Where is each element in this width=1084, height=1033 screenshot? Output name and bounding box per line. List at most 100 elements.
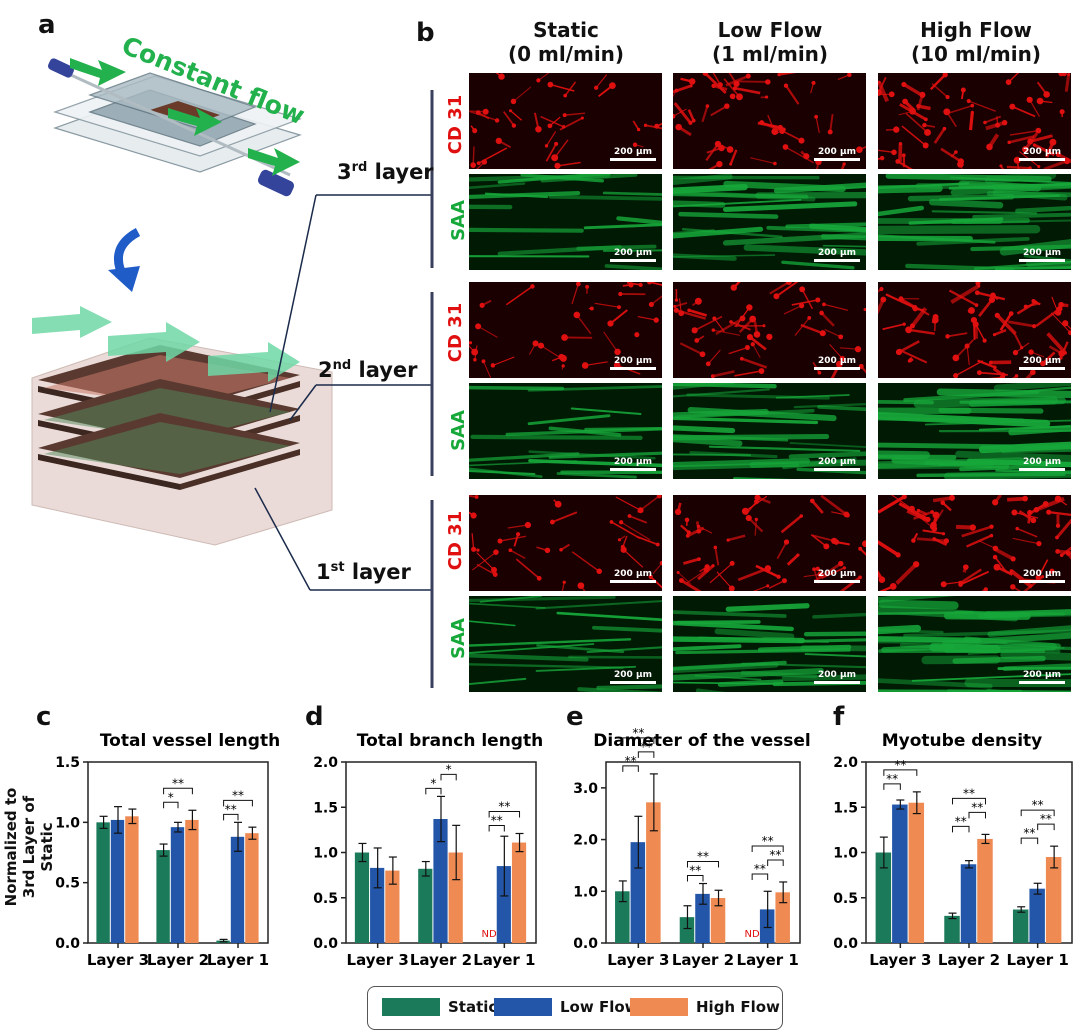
legend: Static Low Flow High Flow: [367, 986, 783, 1030]
significance-label: **: [971, 800, 983, 814]
significance-bracket: [637, 751, 655, 758]
x-tick-label: Layer 2: [410, 951, 472, 969]
scale-bar: 200 µm: [1019, 457, 1065, 471]
scale-bar-label: 200 µm: [614, 670, 652, 680]
scale-bar-label: 200 µm: [614, 356, 652, 366]
bar: [908, 802, 925, 943]
schematic-illustration: Constant flow: [31, 31, 434, 688]
scale-bar: 200 µm: [610, 248, 656, 262]
scale-bar-label: 200 µm: [818, 670, 856, 680]
significance-label: **: [625, 754, 637, 768]
bar: [370, 867, 385, 943]
panel-label-f: f: [833, 702, 845, 732]
y-axis-label: Normalized to 3rd Layer of Static: [2, 787, 56, 907]
scale-bar: 200 µm: [1019, 356, 1065, 370]
significance-bracket: [751, 873, 769, 880]
scale-bar: 200 µm: [1019, 248, 1065, 262]
bar: [615, 891, 630, 943]
significance-bracket: [686, 875, 704, 882]
significance-label: **: [886, 772, 898, 786]
scale-bar: 200 µm: [814, 356, 860, 370]
scale-bar-label: 200 µm: [614, 569, 652, 579]
x-tick-label: Layer 2: [672, 951, 734, 969]
curved-arrow-icon: [108, 228, 141, 292]
saa-image: [673, 596, 866, 692]
significance-label: **: [172, 776, 184, 790]
x-tick-label: Layer 3: [607, 951, 669, 969]
chart-title: Total branch length: [357, 731, 543, 751]
bar: [960, 864, 977, 943]
cd31-image: [673, 282, 866, 378]
flow-arrow-icons: [70, 58, 300, 176]
significance-label: **: [632, 726, 644, 740]
significance-bracket: [622, 765, 639, 772]
significance-label: **: [1032, 798, 1044, 812]
y-tick-label: 1.5: [313, 800, 338, 816]
panel-label-e: e: [566, 702, 584, 732]
x-tick-label: Layer 3: [87, 951, 149, 969]
legend-item-low-flow: Low Flow: [494, 998, 639, 1016]
bar: [418, 868, 433, 943]
layer-label-1st: 1st layer: [316, 560, 411, 584]
panel-label-a: a: [38, 10, 56, 40]
scale-bar-label: 200 µm: [614, 457, 652, 467]
cd31-image: [673, 73, 866, 169]
significance-label: **: [232, 788, 244, 802]
cd31-image: [469, 495, 662, 591]
y-tick-label: 0.0: [313, 936, 338, 952]
significance-label: **: [640, 740, 652, 754]
legend-item-static: Static: [382, 998, 497, 1016]
bar: [892, 804, 908, 943]
panel-label-d: d: [305, 702, 324, 732]
scale-bar: 200 µm: [610, 569, 656, 583]
bar: [695, 893, 710, 943]
bar: [875, 852, 892, 943]
significance-label: *: [168, 790, 174, 804]
bar: [433, 819, 448, 943]
chart-title: Diameter of the vessel: [593, 731, 811, 751]
bar: [1012, 909, 1029, 943]
significance-bracket: [163, 801, 179, 809]
stain-label-cd31: CD 31: [445, 94, 467, 155]
inlet-connector-icon: [47, 58, 75, 78]
significance-bracket: [440, 773, 457, 781]
x-tick-label: Layer 1: [207, 951, 269, 969]
bar: [245, 833, 259, 943]
x-tick-label: Layer 2: [147, 951, 209, 969]
saa-image: [878, 383, 1071, 479]
bar: [511, 842, 527, 943]
significance-label: **: [894, 758, 906, 772]
significance-bracket: [223, 813, 239, 821]
x-tick-label: Layer 3: [347, 951, 409, 969]
x-tick-label: Layer 1: [737, 951, 799, 969]
y-tick-label: 1.0: [55, 815, 80, 831]
stain-label-saa: SAA: [447, 200, 469, 241]
saa-image: [469, 383, 662, 479]
y-tick-label: 2.0: [313, 755, 338, 771]
bar: [710, 898, 726, 943]
bar: [170, 827, 185, 943]
bar: [944, 915, 960, 943]
bar: [385, 870, 400, 943]
y-tick-label: 0.0: [573, 936, 598, 952]
bar: [185, 819, 199, 943]
legend-item-high-flow: High Flow: [630, 998, 780, 1016]
scale-bar: 200 µm: [814, 457, 860, 471]
significance-bracket: [488, 810, 521, 818]
significance-bracket: [1037, 823, 1055, 831]
significance-bracket: [883, 783, 901, 790]
bar: [977, 838, 993, 943]
bar: [230, 836, 245, 943]
cd31-image: [673, 495, 866, 591]
y-tick-label: 1.0: [833, 846, 858, 862]
cd31-image: [878, 73, 1071, 169]
bar: [110, 819, 125, 943]
callout-lines: [254, 194, 432, 591]
significance-label: *: [430, 776, 436, 790]
bar: [354, 852, 370, 943]
significance-label: **: [1040, 812, 1052, 826]
y-tick-label: 1.5: [55, 755, 80, 771]
bar: [1045, 857, 1062, 943]
significance-bracket: [883, 769, 918, 776]
